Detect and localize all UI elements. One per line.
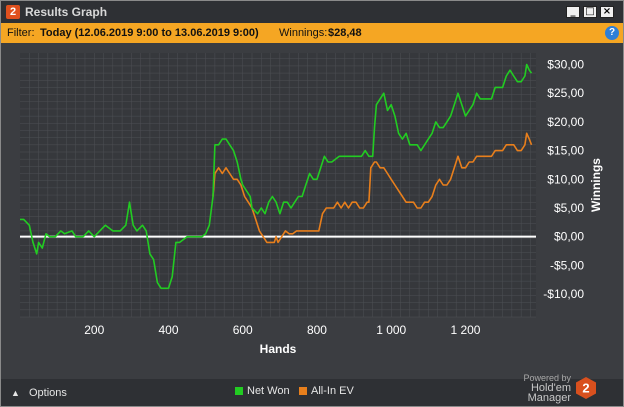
minimize-button[interactable]: _ (566, 6, 580, 18)
y-tick-label: $0,00 (554, 230, 584, 244)
y-tick-label: $5,00 (554, 201, 584, 215)
x-tick-label: 200 (84, 323, 104, 337)
y-axis-ticks: -$10,00 -$5,00 $0,00 $5,00 $10,00 $15,00 $20,0… (543, 57, 584, 301)
legend-allin-ev-label: All-In EV (311, 385, 354, 397)
window-title: Results Graph (25, 5, 108, 19)
hm2-logo-icon: 2 (576, 377, 596, 399)
grid-lines (20, 53, 536, 318)
winnings-value: $28,48 (328, 27, 362, 39)
y-tick-label: $30,00 (547, 57, 584, 71)
legend-net-won-label: Net Won (247, 385, 290, 397)
net-won-line (20, 63, 533, 290)
title-bar[interactable]: 2 Results Graph _ □ × (1, 1, 623, 23)
filter-value[interactable]: Today (12.06.2019 9:00 to 13.06.2019 9:0… (40, 27, 259, 39)
maximize-button[interactable]: □ (583, 6, 597, 18)
chevron-up-icon: ▲ (11, 388, 20, 398)
options-button[interactable]: ▲ Options (5, 383, 71, 403)
x-axis-ticks: 200 400 600 800 1 000 1 200 (84, 323, 481, 337)
legend-item-allin-ev[interactable]: All-In EV (299, 385, 354, 397)
powered-by-text: Powered by (523, 373, 571, 383)
y-tick-label: $25,00 (547, 86, 584, 100)
bottom-bar: ▲ Options Net Won All-In EV Powered by H… (1, 373, 623, 406)
close-button[interactable]: × (600, 6, 614, 18)
results-chart: 200 400 600 800 1 000 1 200 -$10,00 -$5,00 $0,0… (1, 43, 623, 379)
x-tick-label: 1 200 (450, 323, 480, 337)
x-tick-label: 600 (233, 323, 253, 337)
x-tick-label: 800 (307, 323, 327, 337)
y-tick-label: -$10,00 (543, 287, 584, 301)
hm2-app-icon: 2 (6, 5, 20, 19)
allin-ev-swatch (299, 387, 307, 396)
series-layer (20, 63, 533, 290)
options-label: Options (29, 387, 67, 399)
plot-area (20, 53, 536, 317)
y-tick-label: $20,00 (547, 115, 584, 129)
winnings-label: Winnings: (279, 27, 328, 39)
product-name: Hold'em Manager (527, 382, 571, 404)
allin-ev-line (212, 132, 533, 244)
y-tick-label: -$5,00 (550, 258, 584, 272)
x-tick-label: 400 (158, 323, 178, 337)
powered-by: Powered by Hold'em Manager (485, 373, 571, 404)
y-tick-label: $15,00 (547, 144, 584, 158)
net-won-swatch (235, 387, 243, 396)
x-tick-label: 1 000 (376, 323, 406, 337)
y-axis-label: Winnings (589, 158, 603, 212)
help-icon[interactable]: ? (605, 26, 619, 40)
y-tick-label: $10,00 (547, 172, 584, 186)
filter-label: Filter: (7, 27, 35, 39)
filter-bar: Filter: Today (12.06.2019 9:00 to 13.06.… (1, 23, 623, 43)
legend-item-net-won[interactable]: Net Won (235, 385, 290, 397)
logo-number: 2 (582, 381, 589, 396)
x-axis-label: Hands (260, 342, 297, 356)
